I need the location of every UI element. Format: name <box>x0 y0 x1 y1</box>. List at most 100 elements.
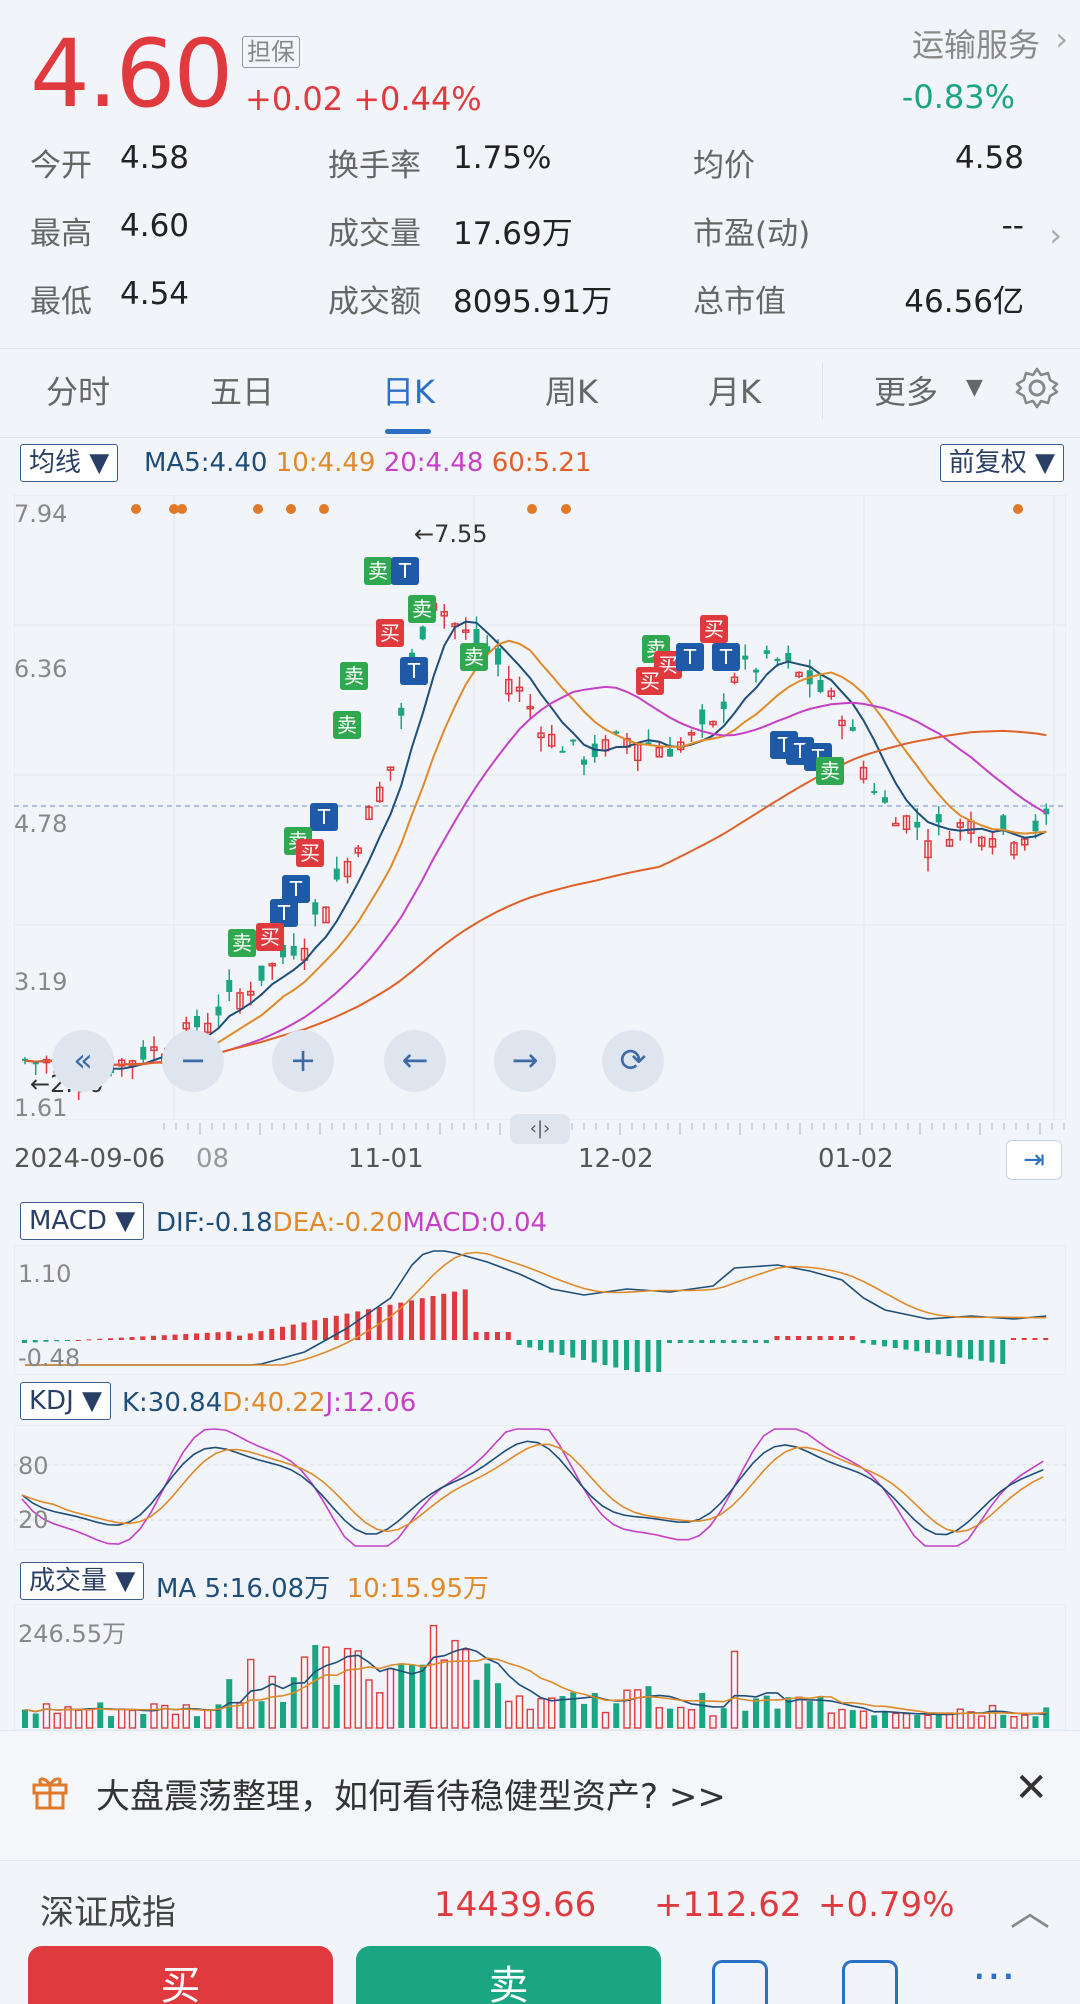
event-dot <box>177 504 187 514</box>
tab-5day[interactable]: 五日 <box>210 373 275 411</box>
caret-down-icon[interactable]: ▼ <box>966 375 983 400</box>
notice-text[interactable]: 大盘震荡整理，如何看待稳健型资产? >> <box>96 1777 726 1817</box>
chevron-right-icon[interactable]: › <box>1049 216 1062 254</box>
trade-mark-t[interactable]: T <box>310 803 338 831</box>
volume-select[interactable]: 成交量 ▼ <box>20 1562 145 1600</box>
rotate-icon[interactable]: ⟳ <box>602 1030 664 1092</box>
stat-label-open: 今开 <box>30 148 92 184</box>
macd-chart[interactable] <box>14 1245 1066 1375</box>
trade-mark-t[interactable]: T <box>282 875 310 903</box>
trade-mark-buy[interactable]: 买 <box>636 667 664 695</box>
trade-mark-t[interactable]: T <box>676 643 704 671</box>
macd-select[interactable]: MACD ▼ <box>20 1202 145 1240</box>
zoom-out-button[interactable]: − <box>162 1030 224 1092</box>
volume-bar <box>1032 1716 1039 1728</box>
jump-latest-icon[interactable]: ⇥ <box>1006 1140 1062 1180</box>
volume-bar <box>720 1708 727 1728</box>
macd-bar <box>806 1336 812 1340</box>
volume-bar <box>150 1703 158 1729</box>
trade-mark-sell[interactable]: 卖 <box>340 662 368 690</box>
candle-body <box>892 822 900 827</box>
industry-link[interactable]: 运输服务 <box>911 26 1040 64</box>
volume-ma-line <box>24 1657 1047 1715</box>
trade-mark-sell[interactable]: 卖 <box>228 929 256 957</box>
drag-handle-icon[interactable]: ‹|› <box>510 1114 570 1144</box>
macd-bar <box>892 1340 898 1348</box>
trade-mark-t[interactable]: T <box>391 557 419 585</box>
tab-more[interactable]: 更多 <box>874 373 939 411</box>
macd-bar <box>75 1340 81 1341</box>
trade-mark-t[interactable]: T <box>712 643 740 671</box>
volume-bar <box>634 1689 642 1729</box>
macd-bar <box>581 1340 586 1360</box>
kdj-chart[interactable] <box>14 1425 1066 1550</box>
trade-mark-buy[interactable]: 买 <box>700 615 728 643</box>
macd-bar <box>32 1340 38 1343</box>
macd-bar <box>441 1293 447 1340</box>
macd-bar <box>129 1337 135 1340</box>
macd-bar <box>409 1300 414 1340</box>
tab-daily-k[interactable]: 日K <box>382 373 435 411</box>
trade-mark-t[interactable]: T <box>270 899 298 927</box>
chevron-up-icon[interactable]: ︿ <box>1010 1889 1050 1935</box>
event-dot <box>527 504 537 514</box>
settings-gear-icon[interactable] <box>1014 365 1060 411</box>
trade-mark-sell[interactable]: 卖 <box>408 595 436 623</box>
stat-label-volume: 成交量 <box>328 216 421 252</box>
scroll-right-button[interactable]: → <box>494 1030 556 1092</box>
kdj-select[interactable]: KDJ ▼ <box>20 1382 111 1420</box>
divider <box>822 363 823 419</box>
adjust-select[interactable]: 前复权 ▼ <box>939 444 1064 482</box>
ma-indicator-select[interactable]: 均线 ▼ <box>20 444 119 482</box>
ma-legend: MA5:4.40 10:4.49 20:4.48 60:5.21 <box>144 448 591 478</box>
rewind-button[interactable]: « <box>52 1030 114 1092</box>
trade-mark-sell[interactable]: 卖 <box>364 557 392 585</box>
volume-bar <box>774 1708 781 1728</box>
y-label-3: 4.78 <box>14 810 68 838</box>
trade-mark-buy[interactable]: 买 <box>256 923 284 951</box>
time-scroll-ruler[interactable] <box>14 1120 1066 1135</box>
close-icon[interactable]: ✕ <box>1014 1765 1048 1811</box>
chart-tool-icon[interactable] <box>842 1960 898 2004</box>
trade-mark-label: 卖 <box>464 645 484 669</box>
candle-body <box>914 821 921 828</box>
trade-mark-t[interactable]: T <box>400 657 428 685</box>
market-index-bar[interactable]: 深证成指 14439.66 +112.62 +0.79% ︿ <box>0 1860 1080 1972</box>
trade-mark-sell[interactable]: 卖 <box>333 711 361 739</box>
scroll-left-button[interactable]: ← <box>384 1030 446 1092</box>
candle-body <box>495 648 501 665</box>
volume-bar <box>709 1715 717 1729</box>
macd-y-bottom: -0.48 <box>18 1344 81 1372</box>
volume-bar <box>753 1698 759 1728</box>
volume-bar <box>677 1706 685 1729</box>
volume-chart[interactable] <box>14 1604 1066 1730</box>
volume-bar <box>570 1692 577 1728</box>
tab-intraday[interactable]: 分时 <box>46 373 111 411</box>
chevron-right-icon[interactable]: › <box>1055 20 1068 58</box>
kline-chart[interactable]: 卖T卖买T卖卖卖T卖买TT买卖卖买买TT买TTT卖 <box>14 495 1066 1120</box>
macd-bar <box>1043 1338 1049 1340</box>
volume-bar <box>892 1712 900 1729</box>
macd-bar <box>978 1340 984 1361</box>
trade-mark-buy[interactable]: 买 <box>296 839 324 867</box>
transfer-icon[interactable] <box>712 1960 768 2004</box>
volume-bar <box>473 1679 480 1728</box>
y-label-2: 6.36 <box>14 655 68 683</box>
buy-button[interactable]: 买 <box>28 1946 333 2004</box>
macd-bar <box>312 1320 318 1340</box>
trade-mark-buy[interactable]: 买 <box>376 619 404 647</box>
tab-monthly-k[interactable]: 月K <box>708 373 761 411</box>
trade-mark-sell[interactable]: 卖 <box>460 643 488 671</box>
trade-mark-sell[interactable]: 卖 <box>816 757 844 785</box>
volume-bar <box>914 1715 921 1728</box>
tab-weekly-k[interactable]: 周K <box>545 373 598 411</box>
more-icon[interactable]: ⋯ <box>972 1950 1016 2001</box>
macd-bar <box>43 1340 49 1342</box>
macd-dif: DIF:-0.18 <box>156 1208 273 1238</box>
candle-body <box>849 727 856 731</box>
y-label-4: 3.19 <box>14 968 68 996</box>
macd-bar <box>624 1340 629 1370</box>
zoom-in-button[interactable]: + <box>272 1030 334 1092</box>
sell-button[interactable]: 卖 <box>356 1946 661 2004</box>
notice-banner[interactable]: 大盘震荡整理，如何看待稳健型资产? >> ✕ <box>0 1730 1080 1860</box>
